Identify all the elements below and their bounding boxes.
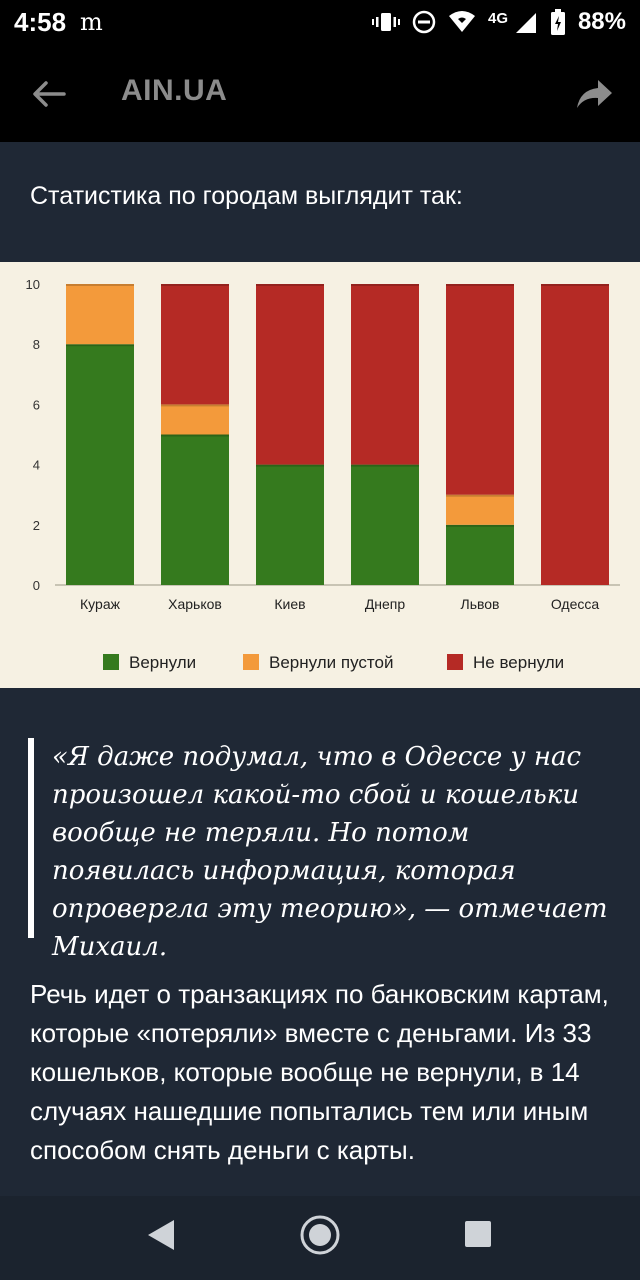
article-lead: Статистика по городам выглядит так: xyxy=(30,182,463,210)
bar-segment-edge xyxy=(66,344,134,347)
y-tick-label: 2 xyxy=(33,518,40,533)
bar-segment xyxy=(446,284,514,495)
bar-segment xyxy=(161,434,229,585)
x-tick-label: Одесса xyxy=(551,596,600,612)
legend-swatch xyxy=(447,654,463,670)
bar-segment-edge xyxy=(541,284,609,286)
legend-label: Вернули пустой xyxy=(269,653,393,672)
bar-segment xyxy=(66,284,134,345)
vibrate-icon xyxy=(371,13,400,31)
wifi-icon xyxy=(448,11,475,32)
battery-percent: 88% xyxy=(577,8,626,35)
bar-segment-edge xyxy=(446,284,514,286)
bar-segment xyxy=(351,464,419,585)
bar-segment xyxy=(541,284,609,585)
status-time: 4:58 xyxy=(14,6,67,37)
signal-icon: 4G xyxy=(488,10,536,33)
y-tick-label: 4 xyxy=(33,458,40,473)
stacked-bar-chart: 0 2 4 6 8 10 Кураж Харьков Киев Днепр Львов Одесса В… xyxy=(0,262,640,688)
bar-segment-edge xyxy=(66,284,134,286)
quote-block: «Я даже подумал, что в Одессе у нас прои… xyxy=(28,738,618,962)
navigation-bar xyxy=(0,1196,640,1280)
x-tick-label: Киев xyxy=(274,596,305,612)
x-tick-label: Кураж xyxy=(80,596,121,612)
m-icon: m xyxy=(80,8,103,36)
share-arrow-icon[interactable] xyxy=(574,74,614,114)
bar-segment xyxy=(256,284,324,465)
bar-segment-edge xyxy=(256,464,324,467)
legend-swatch xyxy=(243,654,259,670)
status-bar: 4:58 m 4G 88% xyxy=(0,0,640,44)
x-tick-label: Львов xyxy=(461,596,500,612)
do-not-disturb-icon xyxy=(412,10,436,34)
bar-segment xyxy=(66,344,134,585)
bar-segment-edge xyxy=(446,494,514,497)
article-body: Речь идет о транзакциях по банковским ка… xyxy=(30,979,609,1165)
back-arrow-icon[interactable] xyxy=(28,74,68,114)
y-tick-label: 0 xyxy=(33,578,40,593)
bar-segment xyxy=(446,524,514,585)
nav-recent-icon[interactable] xyxy=(464,1220,492,1248)
status-icons: 4G 88% xyxy=(371,8,626,36)
bar-segment xyxy=(446,494,514,525)
app-title: AIN.UA xyxy=(121,74,228,107)
x-tick-label: Харьков xyxy=(168,596,222,612)
legend-swatch xyxy=(103,654,119,670)
x-tick-label: Днепр xyxy=(365,596,406,612)
bar-segment xyxy=(351,284,419,465)
bar-segment xyxy=(161,284,229,405)
bar-segment-edge xyxy=(256,284,324,286)
app-bar: AIN.UA xyxy=(0,44,640,142)
bar-segment-edge xyxy=(161,284,229,286)
nav-back-icon[interactable] xyxy=(146,1218,176,1252)
y-tick-label: 6 xyxy=(33,397,40,412)
bar-segment xyxy=(161,404,229,435)
bar-segment xyxy=(256,464,324,585)
battery-icon xyxy=(550,9,565,35)
bar-segment-edge xyxy=(446,524,514,527)
bar-segment-edge xyxy=(161,404,229,407)
network-label: 4G xyxy=(488,10,508,27)
y-tick-label: 8 xyxy=(33,337,40,352)
y-tick-label: 10 xyxy=(26,277,40,292)
bar-segment-edge xyxy=(161,434,229,437)
bar-segment-edge xyxy=(351,284,419,286)
legend-label: Вернули xyxy=(129,653,196,672)
chart-svg: 0 2 4 6 8 10 Кураж Харьков Киев Днепр Львов Одесса В… xyxy=(26,277,620,672)
nav-home-icon[interactable] xyxy=(299,1214,341,1256)
legend-label: Не вернули xyxy=(473,653,564,672)
bar-segment-edge xyxy=(351,464,419,467)
